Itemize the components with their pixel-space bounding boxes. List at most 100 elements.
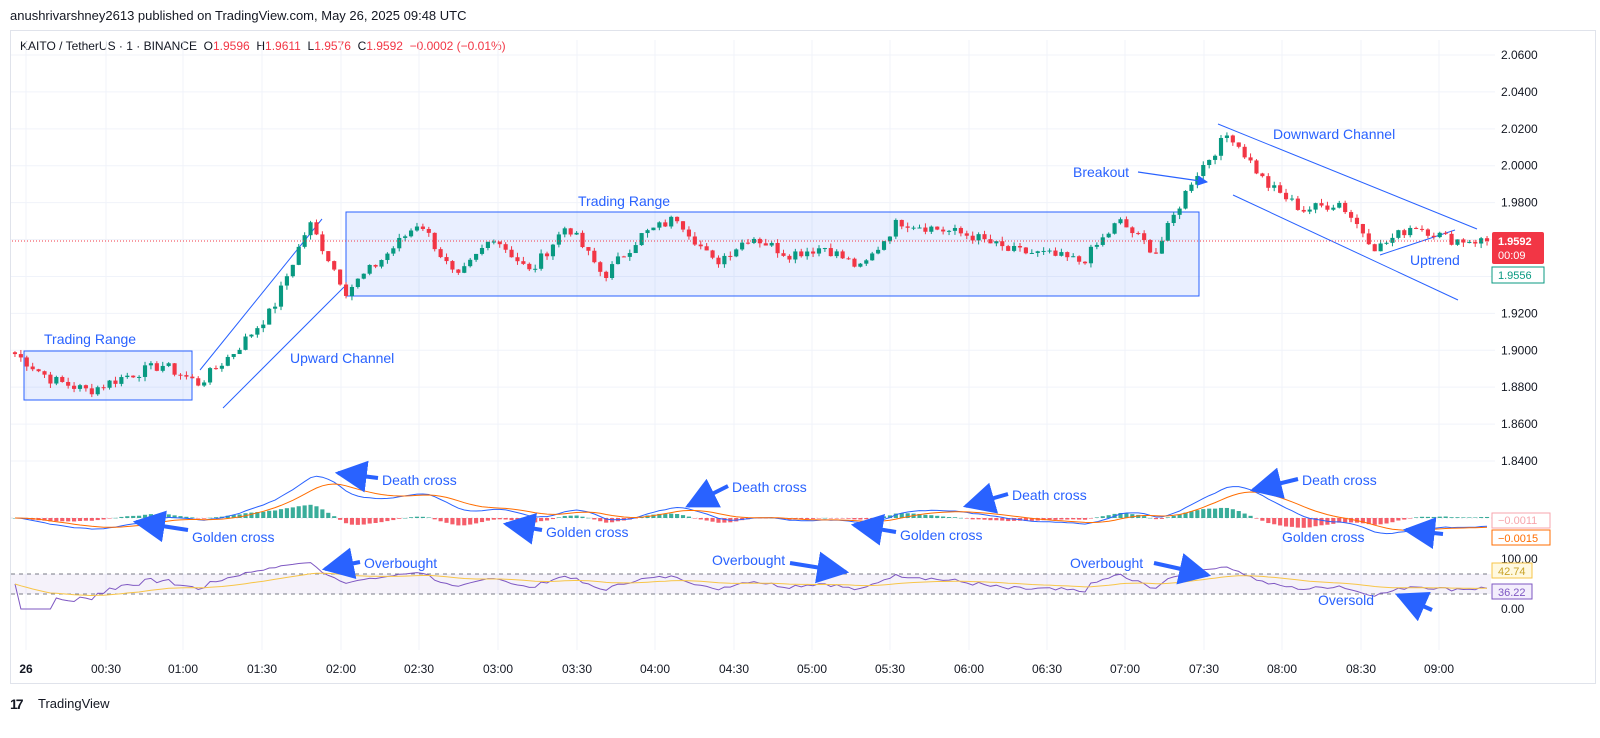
candle-body [1029,252,1034,254]
golden-cross-label: Golden cross [546,524,628,540]
candle-body [1094,244,1099,247]
macd-histogram-bar [550,518,556,520]
time-tick-label: 01:00 [168,662,198,676]
annotation-arrow [1153,553,1212,585]
macd-histogram-bar [982,518,987,520]
candle-body [1189,184,1194,191]
macd-histogram-bar [119,516,124,518]
candle-body [876,249,881,254]
macd-histogram-bar [923,514,928,518]
candle-body [645,230,650,234]
time-tick-label: 01:30 [247,662,277,676]
macd-histogram-bar [592,518,597,520]
macd-histogram-bar [1142,516,1147,518]
macd-histogram-bar [426,517,431,518]
reference-price-value: 1.9556 [1498,270,1532,282]
rsi-ma-value: 42.74 [1498,566,1526,578]
macd-histogram-bar [893,513,898,518]
golden-cross-label: Golden cross [192,529,274,545]
upward-channel-label: Upward Channel [290,350,394,366]
macd-histogram-bar [586,517,591,519]
macd-histogram-bar [1082,518,1088,520]
macd-histogram-bar [722,518,727,523]
macd-histogram-bar [83,518,88,521]
macd-histogram-bar [941,516,946,518]
candle-body [113,380,118,384]
candle-body [544,253,550,257]
candle-body [1260,173,1265,177]
candle-body [89,388,94,395]
macd-histogram-bar [1124,513,1129,518]
macd-histogram-bar [355,518,360,525]
candle-body [320,234,325,252]
macd-histogram-bar [1348,518,1354,523]
macd-histogram-bar [213,517,219,518]
rsi-pane [11,562,1491,610]
macd-histogram-bar [899,513,904,518]
footer-brand[interactable]: 17 TradingView [10,696,110,712]
candle-body [521,261,526,264]
macd-histogram-bar [1266,518,1271,524]
price-tick-label: 1.9000 [1501,343,1538,357]
macd-histogram-bar [12,518,18,519]
candle-body [131,375,136,378]
candle-body [438,249,443,258]
candle-body [1171,214,1176,224]
macd-histogram-bar [822,517,827,519]
candle-body [663,222,668,227]
macd-histogram-bar [580,516,585,518]
macd-histogram-bar [397,518,402,519]
candle-body [769,243,774,246]
time-tick-label: 09:00 [1424,662,1454,676]
candle-body [621,256,626,258]
macd-histogram-bar [1360,518,1365,524]
candle-body [137,376,142,378]
macd-histogram-bar [1343,518,1348,523]
macd-histogram-bar [72,518,77,522]
macd-histogram-bar [1419,516,1425,518]
macd-histogram-bar [456,518,461,526]
candle-body [704,246,709,251]
candle-body [1425,229,1430,236]
candle-body [142,365,148,377]
macd-histogram-bar [1242,513,1247,518]
macd-histogram-bar [77,518,83,521]
candle-body [763,243,768,246]
candle-body [952,227,958,231]
candle-body [887,236,893,242]
time-tick-label: 04:00 [640,662,670,676]
golden-cross-label: Golden cross [900,527,982,543]
candle-body [657,222,662,228]
candle-body [1041,250,1046,252]
open-value: 1.9596 [212,39,250,53]
macd-histogram-bar [1153,518,1159,520]
macd-histogram-bar [515,518,520,521]
close-label: C [357,39,367,53]
candle-body [1065,252,1070,258]
candle-body [456,269,461,273]
candle-body [864,260,869,264]
candle-body [1047,250,1052,252]
candle-body [592,250,597,263]
candle-body [249,334,254,337]
candle-body [816,248,822,254]
candle-body [527,263,532,270]
pattern-boxes [23,211,1200,401]
macd-histogram-bar [527,518,532,523]
symbol-name[interactable]: KAITO / TetherUS · 1 · BINANCE [20,39,197,53]
candle-body [929,226,934,232]
macd-histogram-bar [1059,518,1064,520]
candle-body [745,242,751,244]
candle-body [408,230,414,237]
breakout-label: Breakout [1073,164,1129,180]
candle-body [1218,137,1224,156]
macd-histogram-bar [811,518,816,519]
candle-body [828,248,833,257]
macd-histogram-bar [1396,518,1401,521]
candle-body [1283,192,1289,200]
candle-body [1023,247,1028,254]
candle-body [1360,224,1365,234]
macd-histogram-bar [148,514,154,518]
macd-histogram-bar [799,518,804,520]
